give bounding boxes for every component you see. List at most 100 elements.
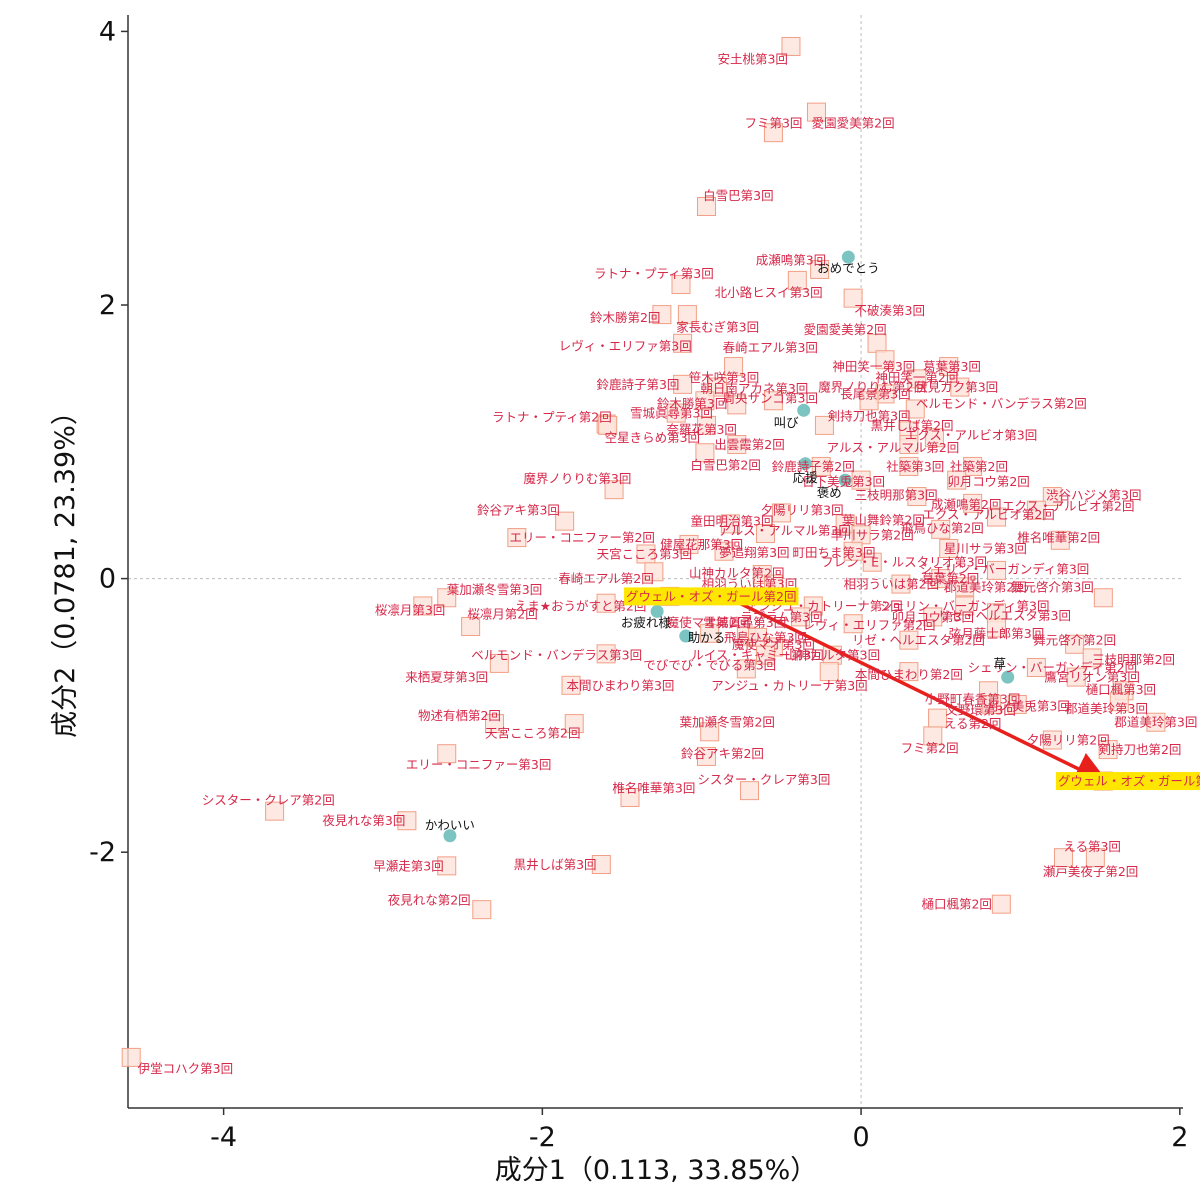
word-point xyxy=(798,457,812,471)
document-label: 剣持刀也第2回 xyxy=(1098,742,1181,757)
document-label: 来栖夏芽第3回 xyxy=(405,670,488,685)
document-label: 山神カルタ第3回 xyxy=(785,648,880,663)
document-label: 魔界ノりりむ第3回 xyxy=(523,471,631,486)
document-label: 社築第3回 xyxy=(886,459,944,474)
document-marker xyxy=(939,357,959,377)
document-marker xyxy=(835,514,855,534)
document-marker xyxy=(899,456,919,476)
document-marker xyxy=(905,399,925,419)
document-label: 郡道美玲第2回 xyxy=(944,579,1027,594)
document-label: 郡道美玲第3回 xyxy=(1065,701,1148,716)
document-marker xyxy=(931,519,951,539)
document-label: 剣持刀也第3回 xyxy=(828,408,911,423)
document-label: 鷹宮リオン第3回 xyxy=(1044,670,1139,685)
document-marker xyxy=(1093,588,1113,608)
document-marker xyxy=(485,714,505,734)
document-marker xyxy=(714,541,734,561)
document-marker xyxy=(843,614,863,634)
document-label: シスター・クレア第3回 xyxy=(697,772,830,787)
document-label: 鈴木勝第2回 xyxy=(590,310,660,325)
document-marker xyxy=(763,391,783,411)
document-label: 夜見れな第3回 xyxy=(322,813,405,828)
document-label: 童田明治第3回 xyxy=(691,514,774,529)
document-marker xyxy=(736,659,756,679)
document-marker xyxy=(507,528,527,548)
document-label: 愛園愛美第2回 xyxy=(804,322,887,337)
document-label: シェリン・バーガンディ第3回 xyxy=(880,598,1050,613)
document-label: 魔界ノりりむ第2回 xyxy=(818,380,926,395)
word-label: おめでとう xyxy=(817,261,880,276)
document-marker xyxy=(987,560,1007,580)
document-marker xyxy=(982,694,1002,714)
document-label: シェリン・バーガンディ第3回 xyxy=(920,562,1090,577)
document-label: 小野町春香第3回 xyxy=(925,691,1020,706)
word-point xyxy=(650,604,664,618)
document-label: 魔使マオ第3回 xyxy=(732,637,815,652)
y-axis-title: 成分2（0.0781, 23.39%） xyxy=(50,398,81,738)
document-label: 雪城眞尋第3回 xyxy=(703,615,786,630)
axes: -4 -2 0 2 -2 0 2 4 xyxy=(89,15,1188,1153)
document-marker xyxy=(673,374,693,394)
document-label: 白雪巴第2回 xyxy=(690,458,760,473)
document-label: フレン・E・ルスタリオ第3回 xyxy=(821,555,987,570)
document-label: 町田ちま第3回 xyxy=(793,545,876,560)
x-tick-label: -2 xyxy=(529,1122,556,1153)
document-label: 飛鳥ひな第3回 xyxy=(724,630,807,645)
document-marker xyxy=(437,744,457,764)
document-marker xyxy=(700,623,720,643)
document-label: 不破湊第3回 xyxy=(855,303,925,318)
document-marker xyxy=(763,123,783,143)
document-label: 葉加瀬冬雪第3回 xyxy=(447,582,542,597)
document-label: 舞元啓介第2回 xyxy=(1033,633,1116,648)
document-label: エクス・アルビオ第2回 xyxy=(922,507,1054,522)
document-label: 早瀬走第3回 xyxy=(373,858,443,873)
document-marker xyxy=(265,801,285,821)
document-label: 葉山舞鈴第2回 xyxy=(842,512,925,527)
document-marker xyxy=(987,507,1007,527)
document-label: ベルモンド・バンデラス第3回 xyxy=(471,648,642,663)
document-label: ルイス・キャミー第3回 xyxy=(691,648,824,663)
document-label: 成瀬鳴第3回 xyxy=(756,252,826,267)
document-marker xyxy=(1050,530,1070,550)
word-label: お疲れ様 xyxy=(621,615,672,630)
x-tick-label: 0 xyxy=(852,1122,869,1153)
document-marker xyxy=(555,511,575,531)
document-label: える第2回 xyxy=(944,716,1002,731)
document-label: 北小路ヒスイ第3回 xyxy=(715,285,823,300)
document-label: ラトナ・プティ第3回 xyxy=(594,266,714,281)
document-marker xyxy=(437,588,457,608)
word-markers xyxy=(443,250,1015,843)
document-label: 鈴谷アキ第3回 xyxy=(477,503,560,518)
document-label: 相羽ういは第2回 xyxy=(844,577,939,592)
document-label: 桜凛月第3回 xyxy=(375,603,445,618)
document-marker xyxy=(891,574,911,594)
document-label: 空星きらめ第3回 xyxy=(605,430,700,445)
document-label: 物述有栖第2回 xyxy=(418,708,501,723)
document-label: 長尾景第3回 xyxy=(840,386,910,401)
document-label: 鈴鹿詩子第2回 xyxy=(772,459,855,474)
document-marker xyxy=(755,523,775,543)
document-marker xyxy=(899,630,919,650)
document-label: 成瀬鳴第2回 xyxy=(931,497,1001,512)
document-label: 星川サラ第3回 xyxy=(944,541,1027,556)
word-point xyxy=(838,473,852,487)
document-marker xyxy=(666,403,686,423)
document-label: 鈴鹿詩子第3回 xyxy=(596,377,679,392)
document-label: 安土桃第3回 xyxy=(717,51,787,66)
document-label: 神田笑一第3回 xyxy=(832,359,915,374)
document-marker xyxy=(819,662,839,682)
document-label: 夕陽リリ第2回 xyxy=(1027,733,1110,748)
document-marker xyxy=(939,539,959,559)
document-label: 本間ひまわり第2回 xyxy=(855,667,963,682)
word-label: 叫び xyxy=(774,415,800,430)
document-label: 桜凛月第2回 xyxy=(467,607,537,622)
word-label: 褒め xyxy=(817,485,842,500)
document-label: 鈴木勝第3回 xyxy=(657,396,727,411)
document-label: リゼ・ヘルエスタ第2回 xyxy=(852,633,985,648)
document-marker xyxy=(991,894,1011,914)
document-marker xyxy=(787,270,807,290)
document-marker xyxy=(598,415,618,435)
word-label: 助かる xyxy=(688,630,726,645)
document-marker xyxy=(720,514,740,534)
